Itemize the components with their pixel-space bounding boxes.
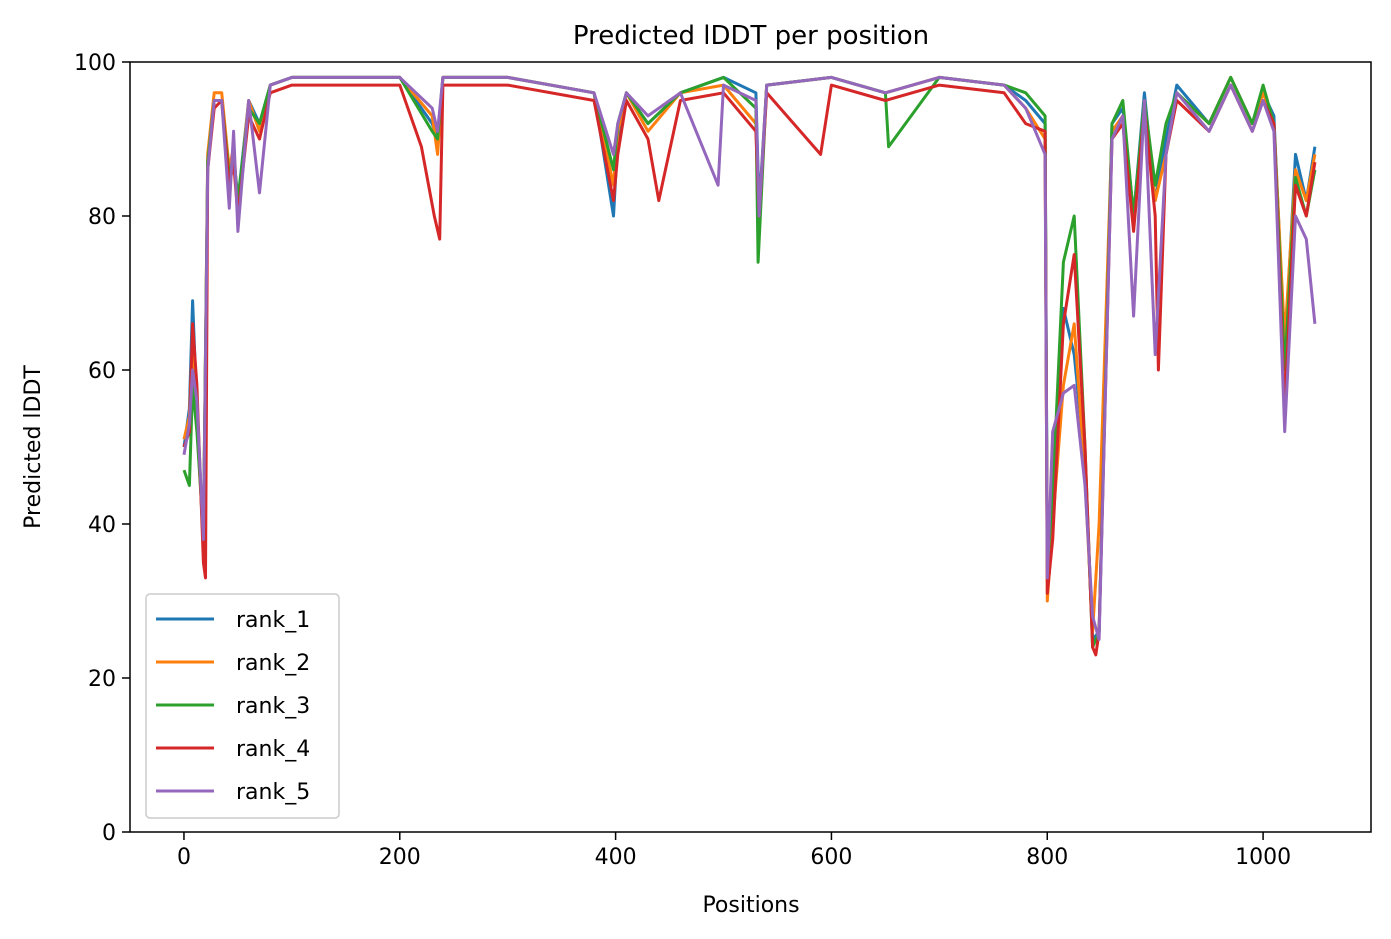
x-axis-label: Positions [702,893,799,918]
series-line-rank-5 [182,75,1317,641]
series-line-rank-2 [182,75,1317,634]
x-tick-label: 400 [595,845,637,870]
legend-box [145,593,340,819]
legend-label-rank-5: rank_5 [236,780,310,805]
y-tick-label: 100 [74,51,116,76]
y-tick-label: 0 [102,821,116,846]
plot-frame [129,61,1372,833]
y-tick-label: 40 [88,513,116,538]
x-tick-label: 800 [1026,845,1068,870]
y-axis-label: Predicted lDDT [21,365,46,529]
x-tick-label: 200 [379,845,421,870]
series-line-rank-4 [182,83,1317,657]
legend-label-rank-4: rank_4 [236,737,310,762]
x-axis-ticks: 0 200 400 600 800 1000 [177,832,1291,870]
y-tick-label: 20 [88,667,116,692]
legend-label-rank-2: rank_2 [236,651,310,676]
x-tick-label: 1000 [1235,845,1291,870]
series-line-rank-1 [182,75,1317,641]
series-line-rank-3 [182,75,1317,649]
legend-label-rank-1: rank_1 [236,608,310,633]
x-tick-label: 0 [177,845,191,870]
y-tick-label: 80 [88,205,116,230]
y-axis-ticks: 0 20 40 60 80 100 [74,51,130,846]
series-lines [182,75,1317,657]
x-tick-label: 600 [810,845,852,870]
y-tick-label: 60 [88,359,116,384]
chart-title: Predicted lDDT per position [573,21,929,51]
legend-label-rank-3: rank_3 [236,694,310,719]
legend: rank_1 rank_2 rank_3 rank_4 rank_5 [145,593,340,819]
